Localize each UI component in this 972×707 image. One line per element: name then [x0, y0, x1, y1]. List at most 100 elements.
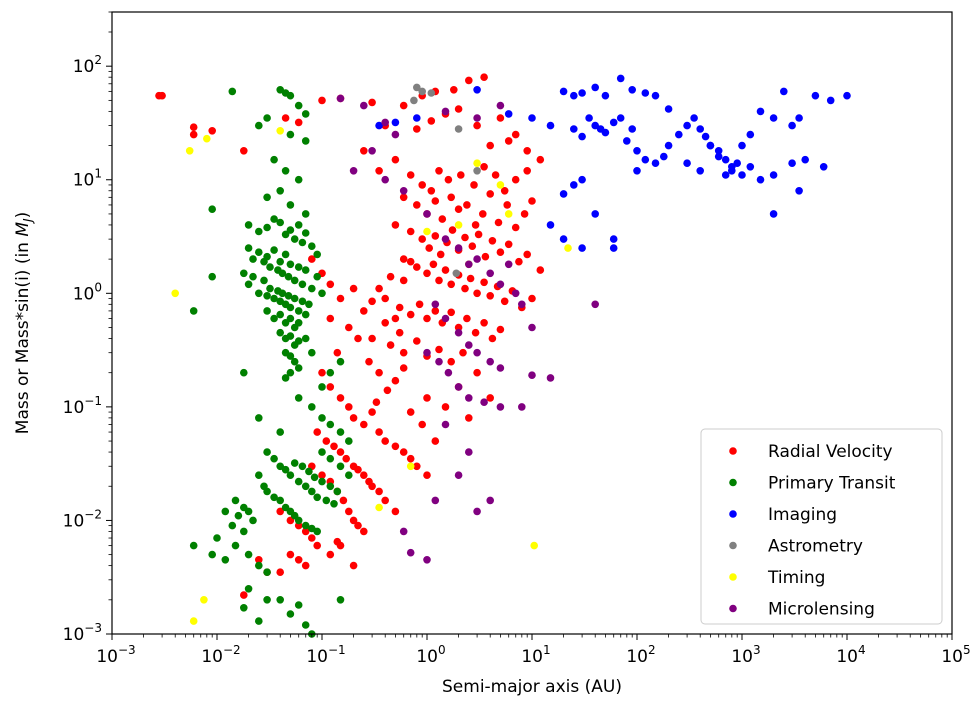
data-point [425, 244, 434, 252]
data-point [270, 314, 278, 323]
data-point [298, 238, 307, 247]
data-point [578, 132, 586, 141]
data-point [523, 167, 531, 175]
data-point [728, 163, 736, 171]
data-point [336, 294, 345, 303]
data-point [399, 348, 408, 357]
data-point [368, 147, 376, 155]
data-point [536, 266, 545, 274]
data-point [301, 110, 310, 118]
data-point [447, 280, 456, 289]
data-point [383, 386, 392, 395]
data-point [431, 496, 440, 505]
data-point [372, 398, 381, 407]
data-point [473, 167, 481, 175]
data-point [454, 471, 463, 480]
data-point [360, 101, 368, 110]
data-point [496, 248, 505, 256]
data-point [633, 167, 641, 175]
data-point [313, 428, 322, 436]
legend-label: Radial Velocity [768, 442, 893, 462]
data-point [240, 604, 248, 612]
y-tick-label: 100 [73, 280, 102, 304]
data-point [330, 500, 338, 508]
data-point [494, 218, 503, 227]
data-point [276, 507, 285, 516]
y-tick-label: 10−1 [63, 394, 102, 418]
data-point [375, 167, 383, 175]
legend-marker [729, 541, 737, 550]
data-point [714, 152, 723, 161]
data-point [276, 496, 285, 505]
legend-label: Primary Transit [768, 474, 896, 494]
data-point [454, 383, 463, 391]
data-point [286, 368, 295, 377]
data-point [454, 205, 463, 213]
data-point [260, 276, 268, 285]
data-point [336, 462, 345, 471]
data-point [240, 591, 248, 599]
data-point [441, 266, 450, 274]
data-point [564, 244, 572, 252]
data-point [454, 221, 463, 229]
data-point [454, 328, 463, 337]
data-point [504, 137, 513, 145]
x-tick-label: 100 [416, 643, 445, 667]
data-point [294, 307, 303, 315]
data-point [386, 341, 395, 349]
data-point [452, 269, 461, 278]
data-point [504, 260, 513, 269]
data-point [480, 73, 488, 81]
data-point [628, 125, 636, 133]
data-point [418, 235, 427, 243]
data-point [189, 541, 198, 550]
data-point [480, 278, 488, 287]
data-point [500, 187, 509, 195]
data-point [294, 601, 303, 609]
data-point [270, 493, 278, 502]
data-point [276, 187, 285, 195]
data-point [322, 437, 331, 445]
data-point [413, 462, 421, 471]
data-point [406, 408, 415, 416]
data-point [290, 294, 299, 303]
data-point [447, 308, 456, 317]
data-point [486, 141, 495, 150]
data-point [391, 507, 400, 516]
data-point [399, 101, 408, 110]
legend-marker [729, 604, 737, 613]
chart-legend: Radial Velocity Primary Transit Imaging Ast… [700, 428, 943, 625]
x-tick-label: 10−2 [201, 643, 240, 667]
data-point [294, 516, 303, 525]
data-point [769, 171, 778, 179]
data-point [276, 428, 285, 436]
data-point [360, 471, 368, 480]
data-point [276, 127, 285, 135]
data-point [301, 521, 310, 530]
y-tick-label: 10−3 [63, 621, 102, 645]
data-point [511, 289, 520, 298]
legend-marker [729, 510, 737, 518]
data-point [423, 210, 431, 218]
data-point [431, 232, 440, 240]
data-point [171, 289, 179, 298]
data-point [290, 357, 299, 366]
data-point [423, 556, 431, 564]
data-point [486, 394, 495, 402]
data-point [158, 91, 166, 100]
data-point [706, 141, 715, 150]
data-point [294, 101, 303, 110]
data-point [463, 201, 471, 209]
data-point [294, 556, 303, 564]
data-point [465, 260, 473, 269]
data-point [286, 303, 295, 312]
data-point [244, 244, 253, 252]
data-point [266, 263, 274, 271]
data-point [276, 310, 285, 319]
data-point [336, 94, 345, 103]
data-point [496, 181, 505, 189]
data-point [360, 147, 368, 155]
data-point [441, 420, 450, 429]
data-point [298, 280, 307, 289]
